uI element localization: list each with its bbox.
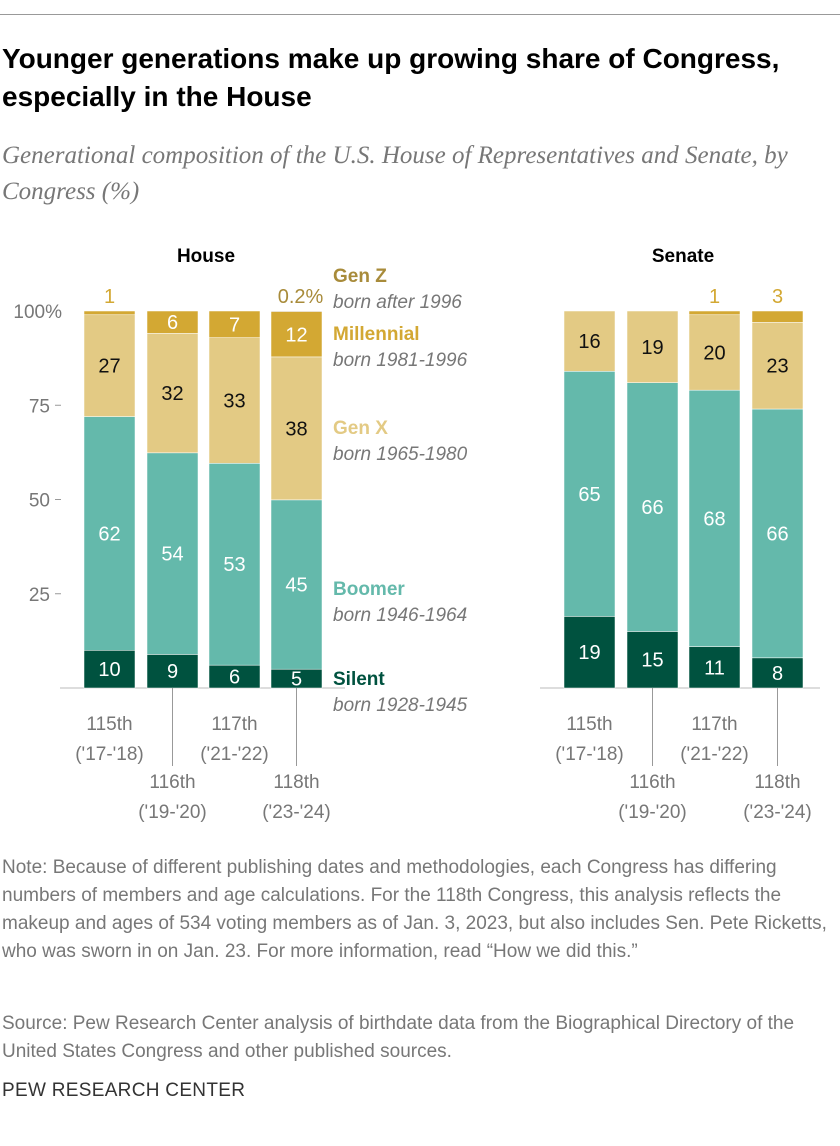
y-tick-label: 50 [29,491,50,512]
data-label: 1 [104,286,115,308]
legend-sub: born 1928-1945 [333,695,468,716]
x-tick-label: 116th [629,772,675,793]
chart-title: Younger generations make up growing shar… [2,43,780,112]
legend-gen-z: Gen Z [333,266,387,287]
bar-gen-x [83,314,136,417]
data-label: 9 [167,661,178,683]
panel-title-senate: Senate [652,246,714,267]
data-label: 66 [641,497,663,519]
note: Note: Because of different publishing da… [2,857,827,962]
data-label: 6 [229,667,240,689]
bar-boomer [751,408,804,659]
x-tick-label: ('17-'18) [75,744,144,765]
bar-gen-z [270,310,323,313]
data-label: 45 [285,575,307,597]
data-label: 62 [98,523,120,545]
data-label: 16 [578,331,600,353]
legend-boomer: Boomer [333,579,405,600]
x-tick-label: 115th [566,714,612,735]
bar-silent [626,631,679,689]
bar-boomer [270,499,323,670]
bar-silent [83,650,136,689]
data-label: 19 [578,642,600,664]
x-tick-label: ('19-'20) [618,802,687,823]
bar-gen-x [626,310,679,383]
data-label: 53 [223,554,245,576]
data-label: 54 [161,544,183,566]
bar-boomer [208,463,261,666]
data-label: 19 [641,337,663,359]
data-label: 68 [703,508,725,530]
bar-gen-x [688,314,741,391]
bar-gen-x [270,356,323,501]
data-label: 66 [766,523,788,545]
data-label: 20 [703,342,725,364]
bar-millennial [688,310,741,316]
data-label: 8 [772,663,783,685]
data-label: 38 [285,418,307,440]
bar-silent [563,616,616,689]
panel-title-house: House [177,246,235,267]
chart-svg: House100%7550251062271115th('17-'18)9543… [13,246,820,823]
legend-sub: born 1981-1996 [333,350,468,371]
data-label: 33 [223,390,245,412]
data-label: 7 [229,314,240,336]
bar-gen-x [751,322,804,410]
y-tick-label: 100% [13,302,62,323]
y-tick-label: 25 [29,585,50,606]
top-rule [0,14,840,15]
source: Source: Pew Research Center analysis of … [2,1013,795,1062]
x-tick-label: ('23-'24) [743,802,812,823]
legend-silent: Silent [333,669,385,690]
x-tick-label: ('17-'18) [555,744,624,765]
data-label: 6 [167,312,178,334]
legend-millennial: Millennial [333,324,420,345]
legend-gen-x: Gen X [333,418,388,439]
bar-silent [688,646,741,689]
data-label: 11 [704,657,725,679]
legend-sub: born 1965-1980 [333,444,468,465]
x-tick-label: ('23-'24) [262,802,331,823]
x-tick-label: 117th [691,714,737,735]
data-label: 15 [641,650,663,672]
data-label: 0.2% [278,286,324,308]
x-tick-label: 118th [754,772,800,793]
bar-boomer [563,371,616,617]
data-label: 12 [285,324,307,346]
bar-millennial [83,310,136,316]
x-tick-label: 117th [211,714,257,735]
bar-gen-x [563,310,616,372]
x-tick-label: 116th [149,772,195,793]
bar-silent [146,654,199,689]
bar-boomer [626,382,679,632]
bar-gen-x [146,333,199,454]
x-tick-label: ('21-'22) [680,744,749,765]
data-label: 3 [772,286,783,308]
chart-subtitle: Generational composition of the U.S. Hou… [2,142,788,205]
data-label: 65 [578,484,600,506]
x-tick-label: ('21-'22) [200,744,269,765]
bar-millennial [146,310,199,334]
legend-sub: born 1946-1964 [333,605,467,626]
data-label: 10 [98,659,120,681]
x-tick-label: 118th [273,772,319,793]
bar-boomer [146,452,199,655]
bar-millennial [208,310,261,338]
x-tick-label: ('19-'20) [138,802,207,823]
bar-millennial [270,311,323,358]
data-label: 27 [98,356,120,378]
y-tick-label: 75 [29,396,50,417]
bar-silent [751,657,804,689]
data-label: 23 [766,356,788,378]
bar-millennial [751,310,804,323]
x-tick-label: 115th [86,714,132,735]
data-label: 32 [161,383,183,405]
legend-sub: born after 1996 [333,292,462,313]
bar-gen-x [208,337,261,464]
data-label: 5 [291,669,302,691]
brand-logo-text: PEW RESEARCH CENTER [2,1080,246,1101]
data-label: 1 [709,286,720,308]
bar-boomer [83,416,136,651]
